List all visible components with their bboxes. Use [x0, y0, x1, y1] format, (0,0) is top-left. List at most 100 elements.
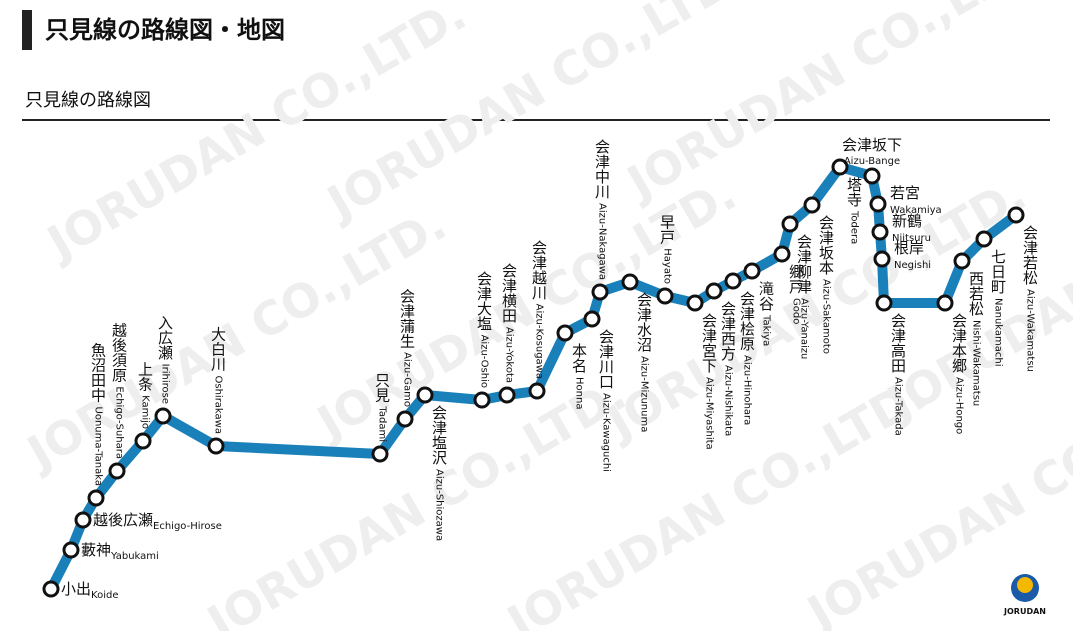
- station-romaji: Godo: [791, 298, 802, 324]
- station: [556, 324, 574, 342]
- station: [62, 541, 80, 559]
- station-name: 会津横田: [500, 263, 518, 323]
- station-name: 藪神: [81, 541, 111, 559]
- station: [875, 294, 893, 312]
- station-romaji: Echigo-Hirose: [153, 521, 222, 532]
- station-label: 上条 Kamijo: [136, 361, 154, 429]
- station-name: 早戸: [658, 214, 676, 244]
- station-name: 会津宮下: [700, 313, 718, 373]
- station-romaji: Honna: [574, 377, 585, 409]
- station-labels: 小出Koide 藪神Yabukami 越後広瀬Echigo-Hirose 魚沼田中 Uo…: [61, 136, 1039, 601]
- station-name: 越後須原: [110, 322, 128, 382]
- station-name: 郷戸: [787, 264, 805, 294]
- station-name: 会津桧原: [738, 291, 756, 351]
- station-name: 滝谷: [757, 281, 775, 311]
- station-name: 会津高田: [889, 313, 907, 373]
- station-label: 藪神Yabukami: [81, 541, 159, 562]
- station-label: 会津高田 Aizu-Takada: [889, 313, 907, 436]
- station-label: 会津宮下 Aizu-Miyashita: [700, 313, 718, 450]
- station: [528, 382, 546, 400]
- station-name: 会津川口: [597, 329, 615, 389]
- station-name: 若宮: [890, 184, 920, 202]
- station-name: 塔寺: [845, 177, 863, 207]
- station-romaji: Aizu-Yokota: [504, 327, 515, 383]
- station-name: 本名: [570, 343, 588, 373]
- station: [831, 158, 849, 176]
- station-label: 小出Koide: [61, 580, 118, 601]
- station-label: 七日町 Nanukamachi: [989, 249, 1007, 367]
- station-name: 会津蒲生: [398, 288, 416, 348]
- logo-text: JORUDAN: [1003, 607, 1046, 616]
- station-romaji: Aizu-Wakamatsu: [1025, 289, 1036, 372]
- station-romaji: Aizu-Hongo: [954, 377, 965, 434]
- station-name: 越後広瀬: [93, 511, 153, 529]
- station-label: 只見 Tadami: [373, 372, 391, 442]
- station: [154, 407, 172, 425]
- station-romaji: Aizu-Nakagawa: [597, 203, 608, 280]
- section-title: 只見線の路線図: [25, 90, 151, 111]
- station: [724, 272, 742, 290]
- station-name: 根岸: [894, 239, 924, 257]
- station-label: 西若松 Nishi-Wakamatsu: [967, 271, 985, 406]
- station-label: 早戸 Hayato: [658, 214, 676, 284]
- station-romaji: Aizu-Mizunuma: [639, 356, 650, 432]
- station-label: 塔寺 Todera: [845, 177, 863, 244]
- station-name: 会津本郷: [950, 313, 968, 373]
- station: [869, 195, 887, 213]
- station-romaji: Kamijo: [140, 395, 151, 429]
- station-romaji: Aizu-Nishikata: [723, 365, 734, 436]
- station-romaji: Nishi-Wakamatsu: [971, 320, 982, 406]
- station-name: 会津若松: [1021, 225, 1039, 285]
- station-romaji: Aizu-Kosugawa: [534, 304, 545, 379]
- station-name: 大白川: [209, 327, 227, 372]
- header-title: 只見線の路線図・地図: [45, 16, 285, 44]
- station-romaji: Aizu-Sakamoto: [821, 279, 832, 354]
- station-label: 会津川口 Aizu-Kawaguchi: [597, 329, 615, 472]
- station-name: 会津坂下: [842, 136, 902, 154]
- station-label: 魚沼田中 Uonuma-Tanaka: [89, 343, 107, 486]
- station-label: 会津蒲生 Aizu-Gamo: [398, 288, 416, 407]
- station-label: 会津本郷 Aizu-Hongo: [950, 313, 968, 434]
- station-label: 会津柳津 Aizu-Yanaizu: [795, 234, 813, 359]
- station-label: 本名 Honna: [570, 343, 588, 409]
- station-romaji: Aizu-Shiozawa: [434, 469, 445, 541]
- station-label: 会津大塩 Aizu-Oshio: [475, 271, 493, 388]
- station-label: 会津塩沢 Aizu-Shiozawa: [430, 405, 448, 541]
- route: [42, 158, 1025, 598]
- station-romaji: Wakamiya: [890, 205, 942, 216]
- station-name: 会津西方: [719, 301, 737, 362]
- station-label: 会津越川 Aizu-Kosugawa: [530, 240, 548, 379]
- station-label: 会津若松 Aizu-Wakamatsu: [1021, 225, 1039, 372]
- station-romaji: Todera: [849, 210, 860, 244]
- station-label: 会津桧原 Aizu-Hinohara: [738, 291, 756, 425]
- station: [743, 262, 761, 280]
- station: [42, 580, 60, 598]
- station-romaji: Takiya: [761, 314, 772, 346]
- logo-mark: [1017, 577, 1033, 593]
- station-romaji: Hayato: [662, 248, 673, 284]
- station: [936, 294, 954, 312]
- station-name: 只見: [373, 372, 391, 403]
- station-romaji: Oshirakawa: [213, 376, 224, 435]
- station: [74, 511, 92, 529]
- station-name: 会津越川: [530, 240, 548, 300]
- station-romaji: Uonuma-Tanaka: [93, 407, 104, 486]
- station-romaji: Negishi: [894, 260, 931, 271]
- station: [863, 167, 881, 185]
- station-name: 七日町: [989, 249, 1007, 294]
- station: [656, 287, 674, 305]
- station-name: 会津坂本: [817, 215, 835, 275]
- station-romaji: Echigo-Suhara: [114, 386, 125, 459]
- station: [621, 273, 639, 291]
- station-romaji: Irihirose: [160, 364, 171, 404]
- station-name: 西若松: [967, 271, 985, 316]
- station: [396, 410, 414, 428]
- station-romaji: Nanukamachi: [993, 298, 1004, 367]
- station: [591, 283, 609, 301]
- station: [781, 215, 799, 233]
- station-romaji: Yabukami: [110, 551, 159, 562]
- station: [371, 445, 389, 463]
- station-name: 会津大塩: [475, 271, 493, 331]
